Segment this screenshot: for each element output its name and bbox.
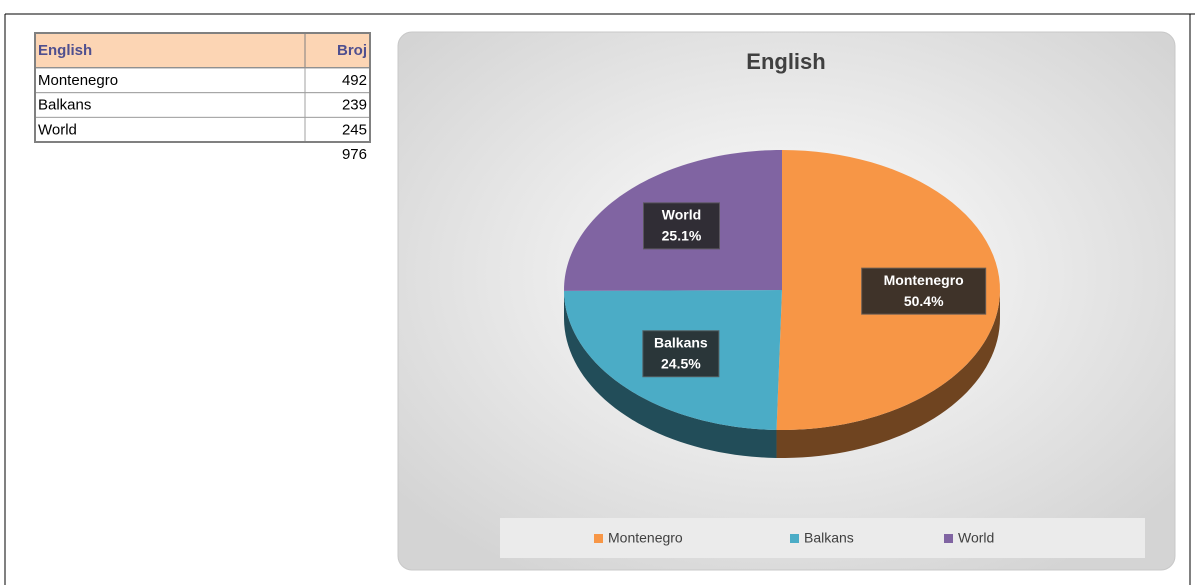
legend-label: Balkans bbox=[804, 530, 854, 546]
data-label-box bbox=[642, 330, 720, 378]
data-label-box bbox=[642, 202, 720, 250]
data-label-name: World bbox=[662, 207, 701, 223]
legend-label: World bbox=[958, 530, 994, 546]
row-label: World bbox=[38, 121, 77, 138]
chart-title: English bbox=[746, 49, 825, 74]
row-value: 245 bbox=[342, 121, 367, 138]
table-frame bbox=[34, 32, 371, 143]
header-cell: English bbox=[38, 42, 92, 59]
data-label-value: 24.5% bbox=[661, 355, 701, 371]
legend-swatch bbox=[790, 534, 799, 543]
header-cell: Broj bbox=[337, 42, 367, 59]
table-row bbox=[34, 116, 371, 143]
pie-side bbox=[776, 290, 1000, 458]
row-label: Balkans bbox=[38, 97, 91, 114]
data-label-value: 25.1% bbox=[662, 228, 702, 244]
row-label: Montenegro bbox=[38, 72, 118, 89]
row-value: 492 bbox=[342, 72, 367, 89]
legend-swatch bbox=[944, 534, 953, 543]
data-label-box bbox=[861, 267, 987, 315]
data-label-name: Balkans bbox=[654, 334, 708, 350]
data-label-value: 50.4% bbox=[904, 293, 944, 309]
data-label-name: Montenegro bbox=[884, 272, 964, 288]
legend-label: Montenegro bbox=[608, 530, 683, 546]
row-value: 239 bbox=[342, 97, 367, 114]
pie-side bbox=[564, 290, 777, 458]
total-value: 976 bbox=[342, 146, 367, 163]
legend-swatch bbox=[594, 534, 603, 543]
legend bbox=[500, 518, 1145, 558]
